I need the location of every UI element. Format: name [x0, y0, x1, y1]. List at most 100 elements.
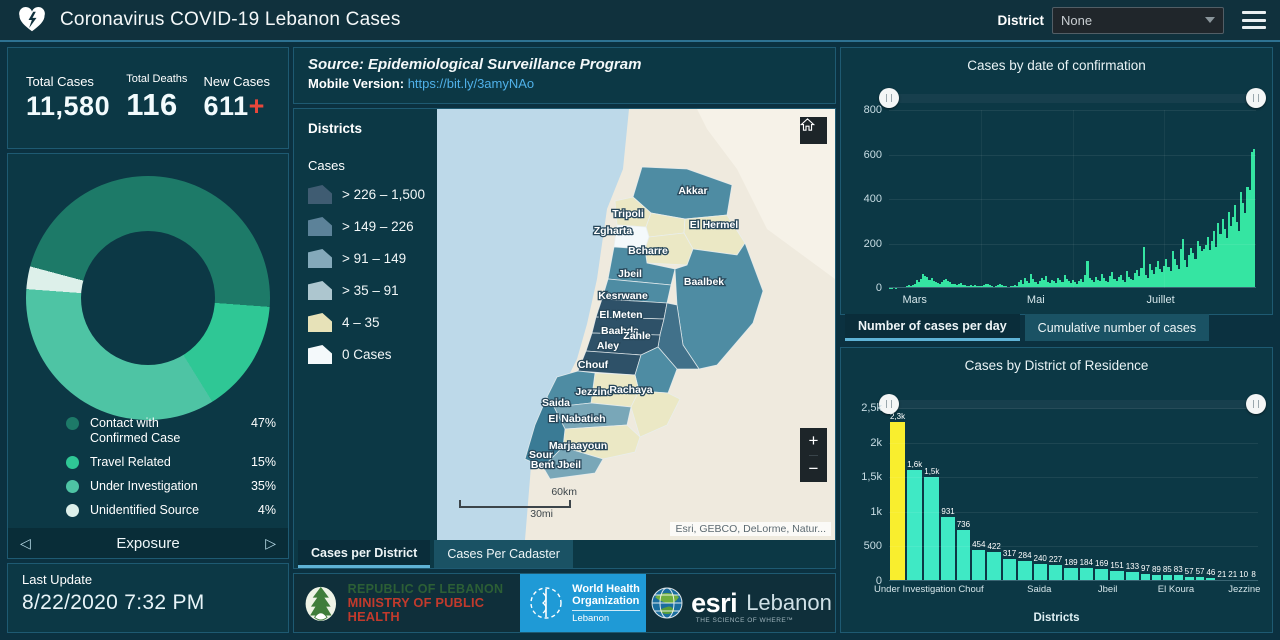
daily-bar[interactable] — [988, 285, 991, 288]
daily-bar[interactable] — [1140, 267, 1143, 288]
district-bar[interactable] — [890, 421, 906, 581]
district-bar[interactable] — [987, 551, 1001, 581]
daily-bar[interactable] — [1028, 282, 1031, 288]
daily-bar[interactable] — [945, 279, 948, 288]
daily-bar[interactable] — [1076, 283, 1079, 288]
daily-bar[interactable] — [1179, 249, 1183, 288]
daily-bar[interactable] — [1221, 219, 1224, 288]
daily-bar[interactable] — [1019, 280, 1022, 288]
daily-bar[interactable] — [1215, 246, 1218, 288]
daily-bar[interactable] — [957, 284, 960, 288]
daily-bar[interactable] — [1252, 149, 1255, 288]
daily-bar[interactable] — [1188, 255, 1191, 288]
daily-bar[interactable] — [1117, 277, 1120, 288]
daily-bar[interactable] — [1211, 241, 1214, 288]
daily-bar[interactable] — [1244, 213, 1247, 288]
zoom-in-button[interactable]: + — [808, 428, 819, 456]
slider-handle-right[interactable] — [1246, 88, 1266, 108]
mobile-version-link[interactable]: https://bit.ly/3amyNAo — [407, 76, 535, 91]
slider-track[interactable] — [889, 94, 1256, 103]
daily-bar[interactable] — [1013, 284, 1016, 288]
daily-bar[interactable] — [1103, 278, 1106, 288]
daily-bar[interactable] — [963, 285, 966, 288]
daily-bar[interactable] — [959, 283, 962, 288]
district-bar[interactable] — [1184, 577, 1194, 581]
daily-bar[interactable] — [1182, 239, 1185, 288]
slider-handle-left[interactable] — [879, 394, 899, 414]
daily-bar[interactable] — [1248, 190, 1251, 288]
daily-bar[interactable] — [1115, 280, 1118, 288]
daily-bar[interactable] — [1169, 271, 1172, 288]
daily-bar[interactable] — [1150, 270, 1153, 288]
daily-bar[interactable] — [1015, 285, 1018, 288]
daily-bar[interactable] — [972, 285, 975, 288]
slider-handle-left[interactable] — [879, 88, 899, 108]
daily-bar[interactable] — [1202, 249, 1205, 288]
daily-bar[interactable] — [947, 280, 950, 288]
district-bar[interactable] — [907, 470, 923, 581]
daily-bar[interactable] — [1034, 281, 1037, 288]
daily-bar[interactable] — [1204, 244, 1207, 288]
daily-bar[interactable] — [1184, 259, 1187, 288]
daily-bar[interactable] — [965, 285, 968, 288]
daily-bar[interactable] — [984, 283, 987, 288]
daily-bar[interactable] — [1107, 282, 1110, 288]
district-bar[interactable] — [941, 516, 955, 581]
map-canvas[interactable]: Akkar Tripoli Zgharta El Hermel Bcharre Jbeil… — [437, 109, 835, 540]
daily-bar[interactable] — [955, 284, 958, 288]
daily-bar[interactable] — [1132, 280, 1135, 288]
daily-bar[interactable] — [1130, 278, 1133, 288]
daily-bar[interactable] — [1134, 273, 1137, 288]
daily-bar[interactable] — [1044, 276, 1047, 288]
daily-bar[interactable] — [1236, 222, 1239, 288]
daily-bar[interactable] — [1186, 266, 1189, 288]
daily-bar[interactable] — [938, 284, 941, 288]
district-bar[interactable] — [1033, 564, 1047, 581]
daily-bar[interactable] — [1196, 241, 1199, 288]
district-bar[interactable] — [1195, 577, 1205, 581]
daily-bar[interactable] — [1171, 251, 1174, 288]
next-arrow-icon[interactable]: ▷ — [265, 534, 276, 551]
daily-bar[interactable] — [974, 284, 977, 288]
daily-bar[interactable] — [1119, 274, 1122, 288]
daily-bar[interactable] — [1146, 278, 1149, 288]
daily-bar[interactable] — [1192, 253, 1195, 288]
daily-bar[interactable] — [1165, 259, 1168, 288]
daily-bar[interactable] — [924, 275, 927, 288]
daily-bar[interactable] — [980, 285, 983, 288]
prev-arrow-icon[interactable]: ◁ — [20, 534, 31, 551]
daily-bar[interactable] — [1086, 261, 1089, 288]
district-bar[interactable] — [1125, 571, 1140, 581]
daily-bar[interactable] — [1038, 280, 1041, 288]
daily-bar[interactable] — [1017, 282, 1020, 288]
daily-bar[interactable] — [1113, 279, 1116, 288]
daily-bar[interactable] — [1217, 223, 1220, 288]
daily-bar[interactable] — [1127, 276, 1131, 288]
daily-bar[interactable] — [1030, 273, 1033, 288]
daily-bar[interactable] — [999, 284, 1002, 288]
daily-bar[interactable] — [926, 277, 929, 288]
daily-bar[interactable] — [1111, 272, 1114, 288]
daily-bar[interactable] — [1159, 269, 1162, 288]
daily-bar[interactable] — [1157, 261, 1160, 288]
daily-bar[interactable] — [1063, 275, 1066, 288]
daily-bar[interactable] — [1042, 280, 1045, 288]
daily-bar[interactable] — [1227, 212, 1230, 288]
daily-bar[interactable] — [1163, 265, 1166, 288]
map-tab-cases-per-district[interactable]: Cases per District — [298, 540, 431, 568]
daily-bar[interactable] — [1190, 247, 1193, 288]
daily-bar[interactable] — [1082, 282, 1085, 288]
district-bar[interactable] — [1048, 565, 1063, 581]
district-bar[interactable] — [1162, 575, 1172, 581]
district-bar[interactable] — [1110, 570, 1124, 581]
daily-bar[interactable] — [982, 285, 985, 288]
daily-bar[interactable] — [1233, 205, 1237, 288]
daily-bar[interactable] — [1194, 258, 1197, 288]
daily-bar[interactable] — [932, 281, 935, 288]
daily-bar[interactable] — [916, 280, 919, 288]
daily-bar[interactable] — [1061, 282, 1064, 288]
daily-bar[interactable] — [1231, 216, 1234, 288]
daily-bar[interactable] — [1144, 274, 1147, 288]
daily-bar[interactable] — [1069, 283, 1072, 288]
daily-bar[interactable] — [961, 284, 964, 288]
